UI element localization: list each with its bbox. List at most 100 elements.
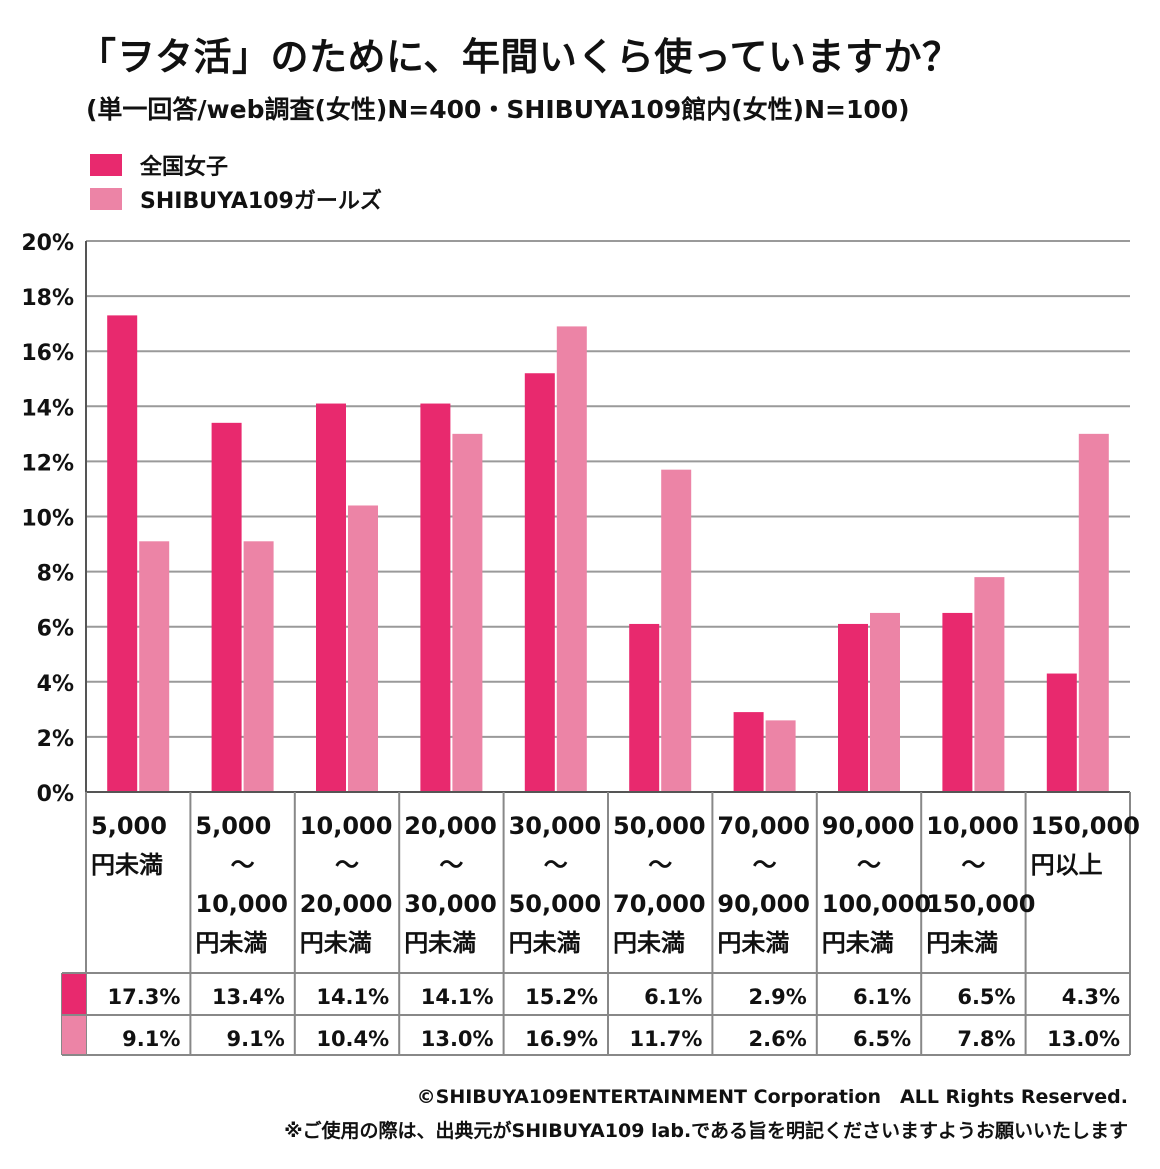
data-label-series1: 6.1% <box>853 985 911 1009</box>
chart-subtitle: (単一回答/web調査(女性)N=400・SHIBUYA109館内(女性)N=1… <box>86 95 910 124</box>
bar-series1 <box>316 403 346 792</box>
x-category-label: ～ <box>231 851 255 879</box>
y-tick-label: 8% <box>37 562 74 587</box>
bar-series1 <box>211 422 242 792</box>
data-label-series1: 13.4% <box>212 985 285 1009</box>
legend-label-series2: SHIBUYA109ガールズ <box>140 189 382 214</box>
bar-series2 <box>348 505 378 792</box>
x-category-label: 円未満 <box>926 929 998 957</box>
chart-title: 「ヲタ活」のために、年間いくら使っていますか？ <box>78 35 961 79</box>
bar-series2 <box>974 577 1005 792</box>
x-category-label: 円未満 <box>613 929 685 957</box>
bar-series2 <box>765 720 796 792</box>
usage-note: ※ご使用の際は、出典元がSHIBUYA109 lab.である旨を明記くださいます… <box>284 1120 1128 1142</box>
legend-item-series1: 全国女子 <box>90 150 228 180</box>
x-category-label: 円以上 <box>1031 851 1103 879</box>
x-category-label: 70,000 <box>613 890 706 918</box>
x-category-label: ～ <box>439 851 463 879</box>
data-label-series1: 2.9% <box>749 985 807 1009</box>
x-category-label: 円未満 <box>717 929 789 957</box>
legend-swatch-series1 <box>90 154 122 176</box>
data-label-series1: 6.1% <box>644 985 702 1009</box>
x-category-label: 30,000 <box>404 890 497 918</box>
x-category-label: 5,000 <box>195 812 271 840</box>
data-label-series1: 4.3% <box>1062 985 1120 1009</box>
y-tick-label: 16% <box>21 341 74 366</box>
x-category-label: ～ <box>648 851 672 879</box>
bar-series2 <box>139 541 170 792</box>
x-category-label: 円未満 <box>822 929 894 957</box>
x-category-label: 90,000 <box>822 812 915 840</box>
legend-swatch-series2 <box>90 188 122 210</box>
data-label-series2: 7.8% <box>957 1027 1015 1051</box>
table-key-series2 <box>62 1016 86 1054</box>
bar-series2 <box>870 612 900 792</box>
bar-series1 <box>420 403 451 792</box>
y-tick-label: 4% <box>37 672 74 697</box>
data-label-series1: 17.3% <box>108 985 181 1009</box>
data-label-series2: 9.1% <box>122 1027 180 1051</box>
bar-series1 <box>942 612 973 792</box>
y-tick-label: 0% <box>37 782 74 807</box>
bar-series2 <box>1078 433 1109 792</box>
data-label-series2: 13.0% <box>1047 1027 1120 1051</box>
x-category-label: ～ <box>753 851 777 879</box>
data-label-series2: 13.0% <box>421 1027 494 1051</box>
data-label-series2: 2.6% <box>749 1027 807 1051</box>
y-tick-label: 12% <box>21 451 74 476</box>
bar-series2 <box>556 326 587 792</box>
x-category-label: ～ <box>857 851 881 879</box>
bar-series1 <box>1046 673 1077 792</box>
x-category-label: 円未満 <box>91 851 163 879</box>
data-label-series2: 9.1% <box>227 1027 285 1051</box>
x-category-label: 20,000 <box>300 890 393 918</box>
y-tick-label: 14% <box>21 396 74 421</box>
x-category-label: 10,000 <box>300 812 393 840</box>
x-category-label: ～ <box>335 851 359 879</box>
x-category-label: 円未満 <box>300 929 372 957</box>
y-tick-label: 20% <box>21 231 74 256</box>
copyright-text: ©SHIBUYA109ENTERTAINMENT Corporation ALL… <box>416 1086 1128 1108</box>
y-tick-label: 10% <box>21 507 74 532</box>
x-category-label: 10,000 <box>926 812 1019 840</box>
x-category-label: 30,000 <box>509 812 602 840</box>
x-category-label: 70,000 <box>717 812 810 840</box>
y-tick-label: 18% <box>21 286 74 311</box>
x-category-label: 100,000 <box>822 890 931 918</box>
x-category-label: 90,000 <box>717 890 810 918</box>
x-category-label: ～ <box>961 851 985 879</box>
bar-series1 <box>524 373 555 792</box>
x-category-label: 円未満 <box>404 929 476 957</box>
bar-series2 <box>243 541 274 792</box>
x-category-label: 50,000 <box>613 812 706 840</box>
data-label-series2: 10.4% <box>316 1027 389 1051</box>
data-label-series1: 14.1% <box>316 985 389 1009</box>
y-tick-label: 2% <box>37 727 74 752</box>
data-label-series2: 6.5% <box>853 1027 911 1051</box>
x-category-label: 円未満 <box>195 929 267 957</box>
x-category-label: ～ <box>544 851 568 879</box>
table-key-series1 <box>62 974 86 1014</box>
y-tick-label: 6% <box>37 617 74 642</box>
data-label-series1: 15.2% <box>525 985 598 1009</box>
x-category-label: 10,000 <box>195 890 288 918</box>
bar-series2 <box>452 433 483 792</box>
bar-series1 <box>629 623 660 792</box>
bar-series1 <box>107 315 138 792</box>
bar-series2 <box>661 469 692 792</box>
data-label-series2: 11.7% <box>630 1027 703 1051</box>
x-category-label: 150,000 <box>1031 812 1140 840</box>
x-category-label: 50,000 <box>509 890 602 918</box>
x-category-label: 5,000 <box>91 812 167 840</box>
data-label-series2: 16.9% <box>525 1027 598 1051</box>
x-category-label: 20,000 <box>404 812 497 840</box>
x-category-label: 円未満 <box>509 929 581 957</box>
legend-label-series1: 全国女子 <box>140 155 229 180</box>
data-label-series1: 6.5% <box>957 985 1015 1009</box>
data-label-series1: 14.1% <box>421 985 494 1009</box>
legend-item-series2: SHIBUYA109ガールズ <box>90 184 382 214</box>
x-category-label: 150,000 <box>926 890 1035 918</box>
bar-series1 <box>838 623 868 792</box>
bar-series1 <box>733 712 764 792</box>
